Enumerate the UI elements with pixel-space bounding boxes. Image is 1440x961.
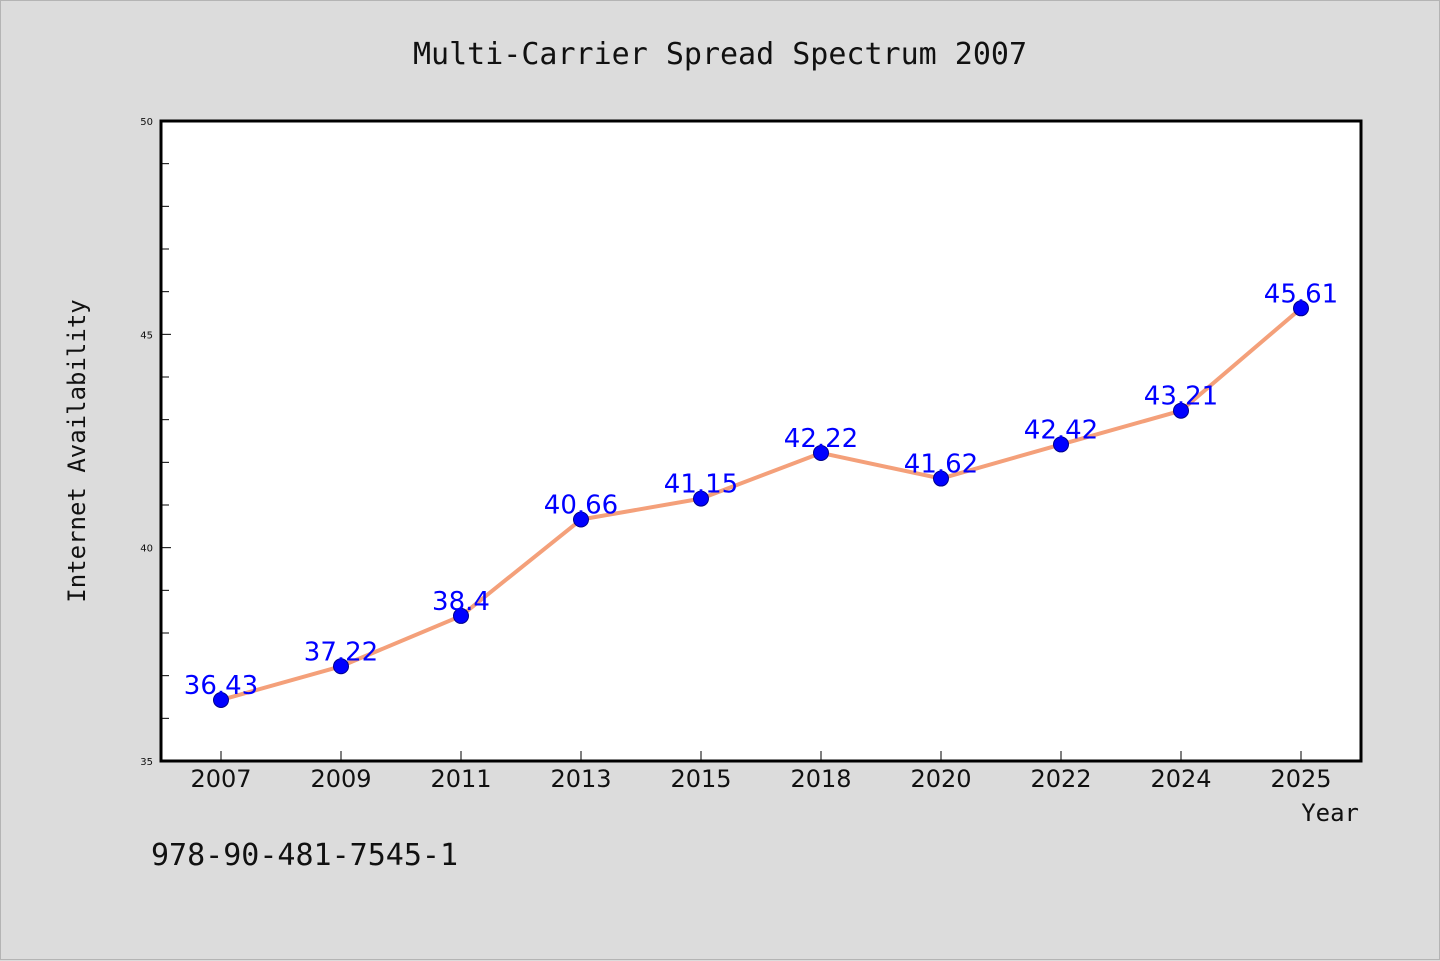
footer-isbn: 978-90-481-7545-1 bbox=[151, 838, 458, 873]
data-point bbox=[573, 511, 589, 528]
x-tick-label: 2011 bbox=[430, 765, 491, 793]
data-point bbox=[933, 470, 949, 487]
y-tick-label: 40 bbox=[140, 544, 153, 555]
y-tick-label: 50 bbox=[140, 117, 153, 128]
data-label: 36.43 bbox=[184, 671, 258, 701]
x-tick-label: 2018 bbox=[790, 765, 851, 793]
x-tick-label: 2024 bbox=[1150, 765, 1211, 793]
data-label: 37.22 bbox=[304, 637, 378, 667]
x-tick-label: 2013 bbox=[550, 765, 611, 793]
x-tick-label: 2025 bbox=[1270, 765, 1331, 793]
plot-area bbox=[159, 119, 1363, 763]
data-point bbox=[213, 691, 229, 708]
data-point bbox=[1173, 402, 1189, 419]
data-point bbox=[333, 658, 349, 675]
data-label: 41.15 bbox=[664, 470, 738, 500]
x-tick-label: 2015 bbox=[670, 765, 731, 793]
x-tick-label: 2009 bbox=[310, 765, 371, 793]
data-point bbox=[693, 490, 709, 507]
data-point bbox=[813, 444, 829, 461]
data-label: 45.61 bbox=[1264, 279, 1338, 309]
series-line bbox=[219, 306, 1303, 702]
data-label: 41.62 bbox=[904, 450, 978, 480]
data-label: 43.21 bbox=[1144, 382, 1218, 412]
data-label: 40.66 bbox=[544, 491, 618, 521]
x-tick-label: 2020 bbox=[910, 765, 971, 793]
x-tick-label: 2007 bbox=[190, 765, 251, 793]
data-label: 38.4 bbox=[432, 587, 490, 617]
data-point bbox=[1293, 300, 1309, 317]
x-tick-label: 2022 bbox=[1030, 765, 1091, 793]
data-label: 42.42 bbox=[1024, 415, 1098, 445]
data-point bbox=[1053, 436, 1069, 453]
x-axis: 2007 2009 2011 2013 2015 2018 2020 2022 2024 2025 bbox=[190, 751, 1332, 793]
y-axis-title: Internet Availability bbox=[63, 299, 91, 602]
y-tick-label: 45 bbox=[140, 330, 153, 341]
y-tick-label: 35 bbox=[140, 757, 153, 768]
series-group: 36.43 37.22 38.4 40.66 41.15 42.22 41.62 42.42 4… bbox=[184, 279, 1338, 708]
data-point bbox=[453, 607, 469, 624]
x-axis-title: Year bbox=[1301, 799, 1359, 827]
data-label: 42.22 bbox=[784, 424, 858, 454]
chart-title: Multi-Carrier Spread Spectrum 2007 bbox=[413, 37, 1027, 72]
y-axis: 35 40 45 50 bbox=[140, 117, 171, 768]
